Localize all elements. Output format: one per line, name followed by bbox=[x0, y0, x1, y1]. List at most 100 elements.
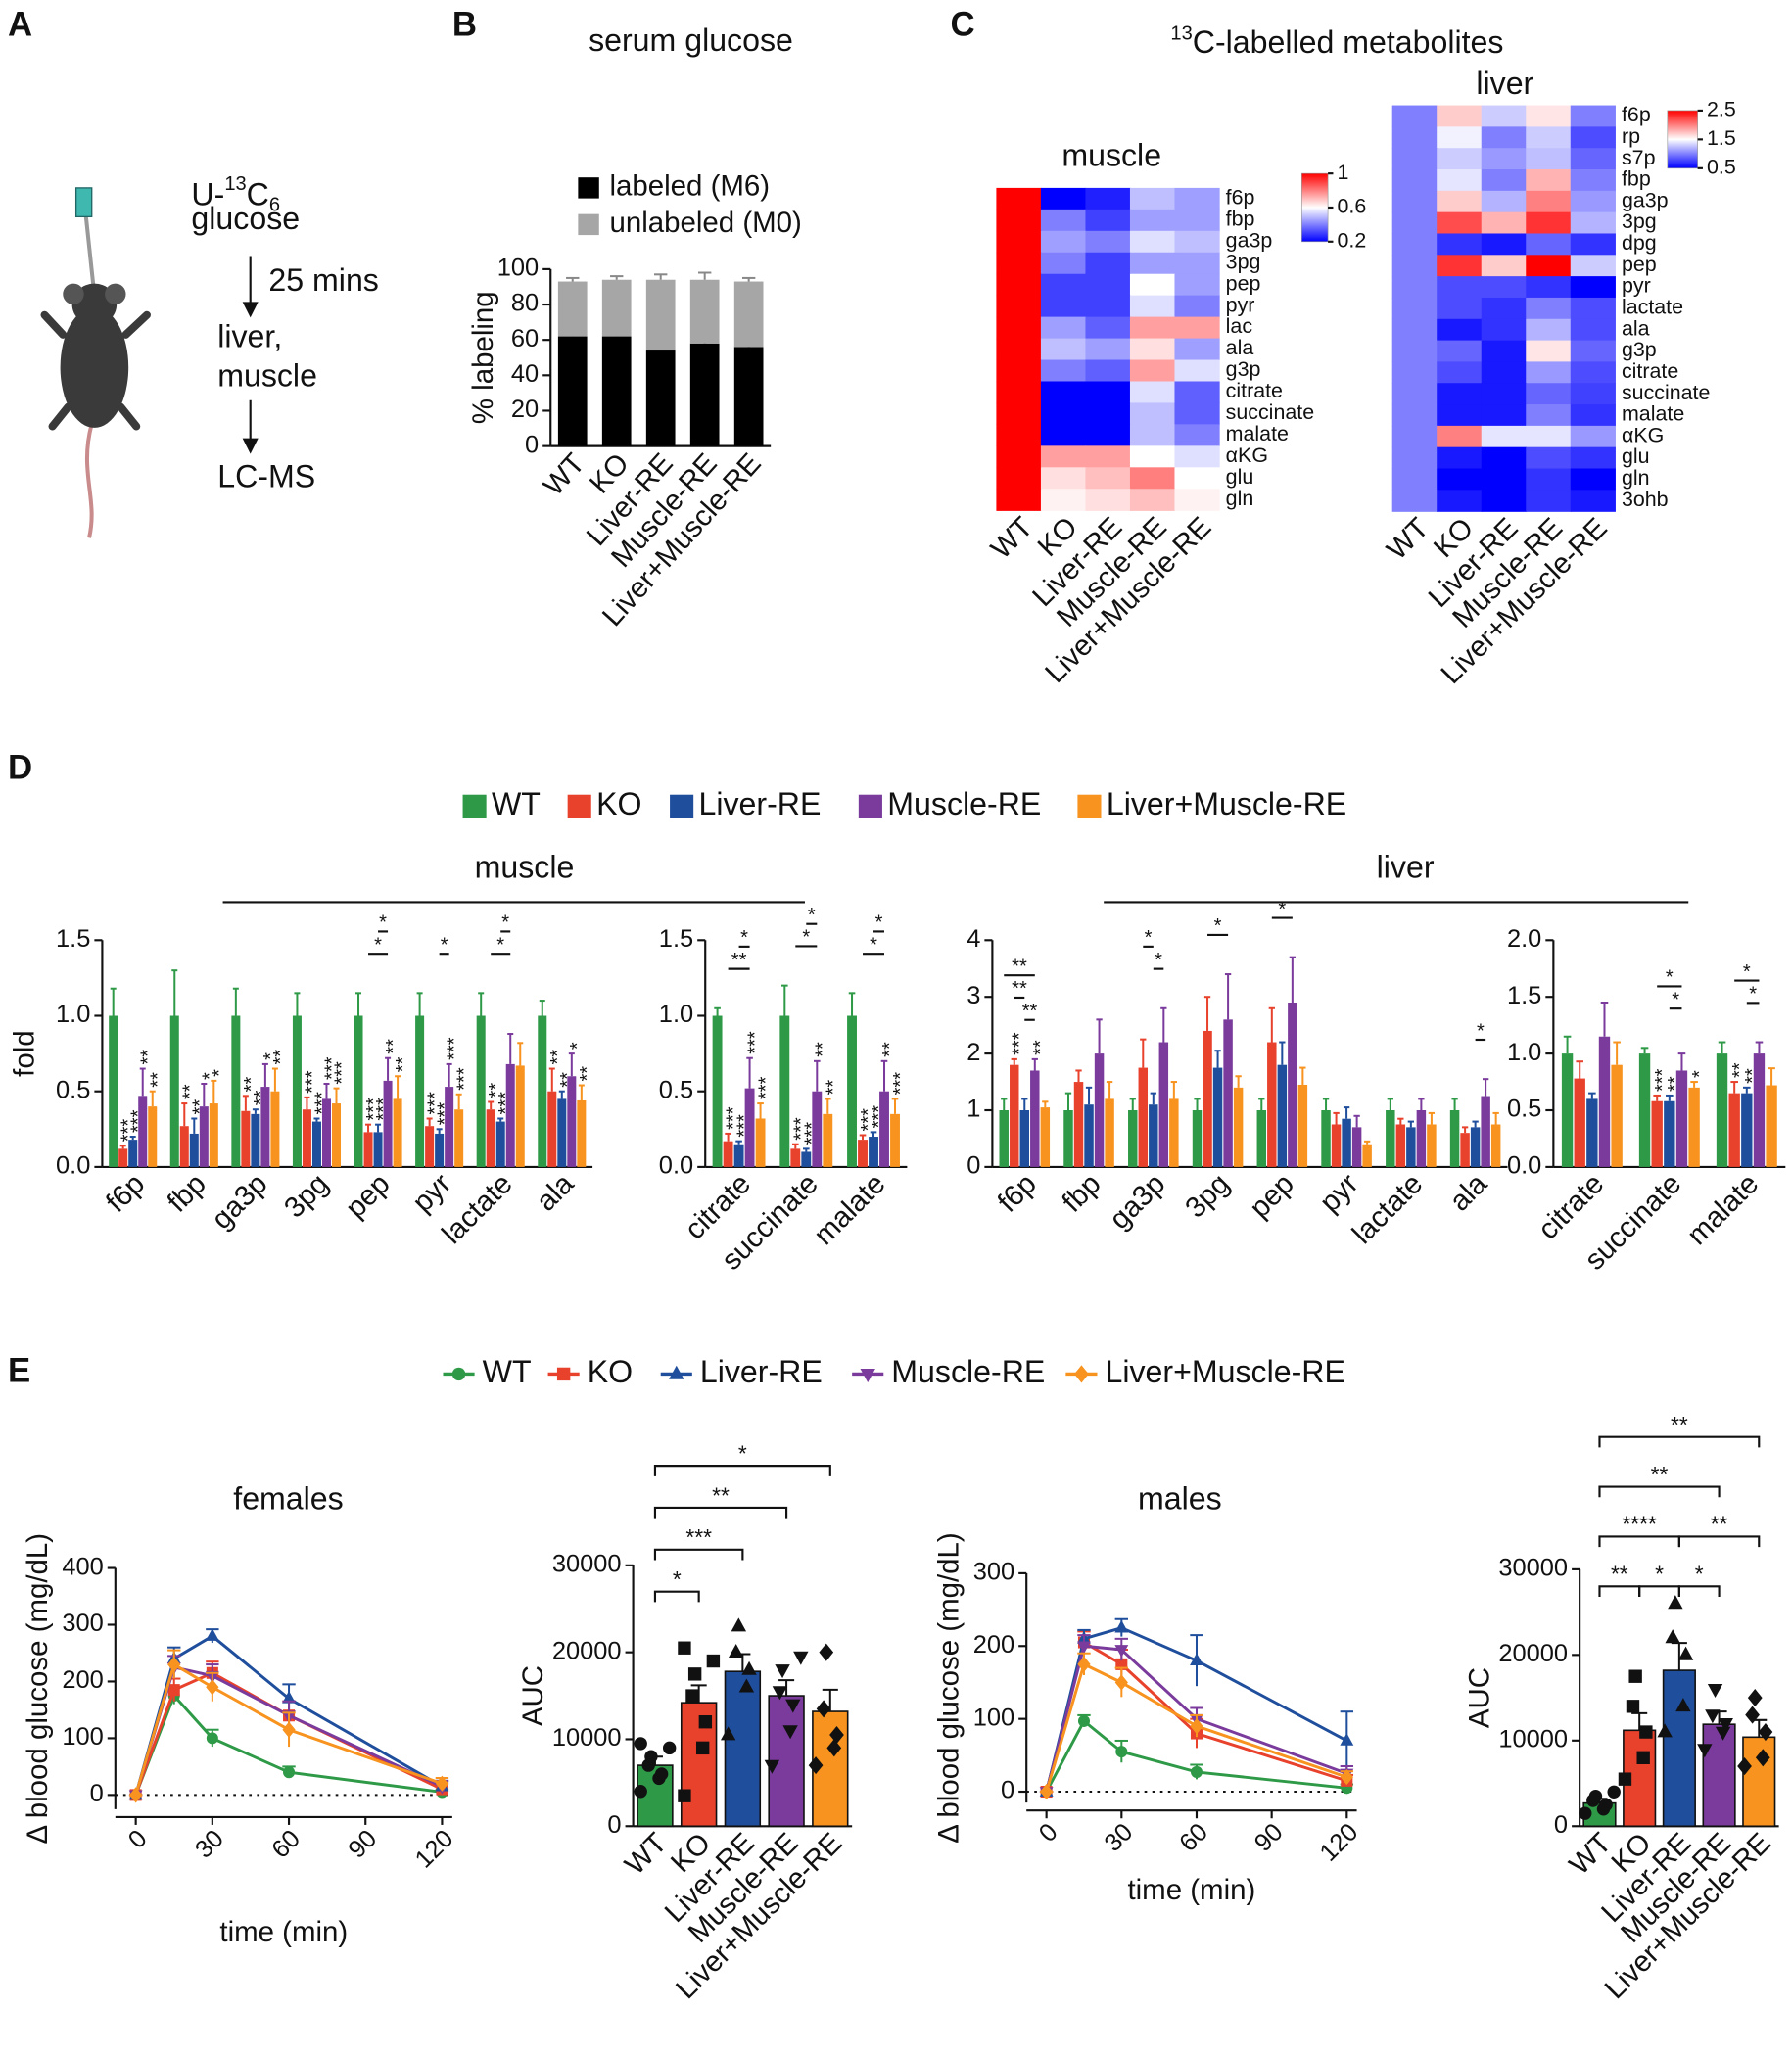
error-bar bbox=[232, 987, 239, 1016]
legend-label: WT bbox=[483, 1354, 532, 1389]
bar bbox=[1169, 1098, 1179, 1167]
tissue: muscle bbox=[217, 357, 317, 393]
error-bar bbox=[436, 1128, 443, 1134]
comparison-label: * bbox=[1278, 899, 1286, 920]
comparison-label: ** bbox=[1651, 1462, 1669, 1487]
significance: ** bbox=[879, 1042, 901, 1057]
bar bbox=[128, 1140, 138, 1167]
bar bbox=[557, 1098, 567, 1167]
panel-label: C bbox=[951, 5, 975, 43]
heatmap-cell bbox=[1481, 255, 1527, 277]
bar-segment bbox=[689, 279, 720, 344]
legend-swatch bbox=[578, 213, 599, 236]
heatmap-cell bbox=[1174, 489, 1220, 511]
y-tick-label: 10000 bbox=[1498, 1726, 1568, 1753]
error-bar bbox=[1768, 1067, 1775, 1086]
heatmap-cell bbox=[1570, 148, 1616, 170]
error-bar bbox=[1011, 1057, 1017, 1065]
error-bar bbox=[1203, 996, 1211, 1031]
heatmap-cell bbox=[1040, 489, 1087, 511]
x-tick-label: ga3p bbox=[1104, 1167, 1172, 1236]
heatmap-cell bbox=[1129, 381, 1176, 404]
bar bbox=[1331, 1124, 1342, 1167]
legend-label: WT bbox=[492, 786, 541, 821]
heatmap-cell bbox=[1174, 187, 1220, 210]
error-bar bbox=[119, 1145, 126, 1149]
row-label: citrate bbox=[1622, 359, 1678, 383]
bar bbox=[179, 1126, 189, 1167]
error-bar bbox=[792, 1143, 799, 1149]
heatmap-cell bbox=[1570, 361, 1616, 384]
error-bar bbox=[1666, 1094, 1674, 1101]
bar bbox=[1019, 1110, 1030, 1167]
heatmap-title: 13C-labelled metabolites bbox=[1170, 23, 1503, 61]
significance: *** bbox=[756, 1076, 778, 1099]
error-bar bbox=[1235, 1075, 1242, 1088]
heatmap-cell bbox=[1570, 126, 1616, 149]
heatmap-cell bbox=[1085, 230, 1131, 254]
legend-label: Muscle-RE bbox=[891, 1354, 1045, 1389]
y-tick-label: 0.0 bbox=[1507, 1152, 1541, 1180]
heatmap-cell bbox=[1040, 209, 1087, 232]
data-point bbox=[678, 1641, 691, 1655]
heatmap-cell bbox=[1437, 425, 1483, 448]
x-tick-label: 0 bbox=[123, 1825, 153, 1854]
point bbox=[283, 1766, 296, 1779]
error-bar bbox=[1472, 1120, 1479, 1128]
heatmap-cell bbox=[1174, 424, 1220, 447]
colorbar-tick-label: 0.6 bbox=[1337, 195, 1366, 218]
heatmap-cell bbox=[1481, 361, 1527, 384]
heatmap-cell bbox=[1526, 105, 1572, 128]
heatmap-cell bbox=[996, 359, 1042, 383]
heatmap-cell bbox=[996, 445, 1042, 468]
data-point bbox=[698, 1715, 713, 1729]
legend-swatch bbox=[670, 794, 694, 818]
comparison-label: * bbox=[802, 927, 810, 949]
error-bar bbox=[1461, 1126, 1469, 1134]
heatmap-label: muscle bbox=[1061, 138, 1161, 173]
tracer-prefix: U- bbox=[191, 177, 224, 212]
heatmap-cell bbox=[1526, 361, 1572, 384]
heatmap-cell bbox=[1174, 273, 1220, 297]
data-point bbox=[782, 1725, 798, 1740]
heatmap-cell bbox=[1174, 338, 1220, 361]
data-point bbox=[1639, 1725, 1653, 1739]
significance: *** bbox=[331, 1061, 353, 1085]
heatmap-cell bbox=[996, 295, 1042, 318]
heatmap-cell bbox=[1481, 211, 1527, 235]
heatmap-cell bbox=[1570, 446, 1616, 470]
heatmap-cell bbox=[1391, 276, 1438, 299]
panel-label: E bbox=[8, 1351, 30, 1389]
heatmap-cell bbox=[996, 489, 1042, 511]
comparison-label: * bbox=[374, 934, 382, 956]
heatmap-cell bbox=[1040, 359, 1087, 383]
heatmap-cell bbox=[1085, 295, 1131, 318]
heatmap-cell bbox=[1437, 105, 1483, 128]
row-label: g3p bbox=[1622, 338, 1657, 361]
heatmap-cell bbox=[1437, 490, 1483, 512]
error-bar bbox=[1075, 1069, 1082, 1083]
error-bar bbox=[725, 1132, 731, 1142]
point bbox=[1077, 1641, 1091, 1655]
row-label: f6p bbox=[1226, 186, 1255, 210]
row-label: s7p bbox=[1622, 146, 1656, 169]
significance: ** bbox=[148, 1072, 169, 1088]
data-point bbox=[1715, 1726, 1731, 1741]
data-point bbox=[816, 1700, 831, 1718]
data-point bbox=[1675, 1698, 1691, 1712]
point bbox=[1077, 1714, 1091, 1727]
bar bbox=[999, 1110, 1009, 1167]
error-bar bbox=[1600, 1001, 1609, 1037]
y-tick-label: 1.5 bbox=[659, 925, 693, 953]
bar bbox=[567, 1076, 577, 1167]
colorbar-tick-label: 2.5 bbox=[1707, 98, 1736, 121]
bar bbox=[1561, 1053, 1574, 1167]
comparison-bracket bbox=[653, 1548, 744, 1561]
y-axis-label: Δ blood glucose (mg/dL) bbox=[22, 1533, 54, 1845]
x-tick-label: pyr bbox=[406, 1167, 457, 1218]
point bbox=[1190, 1717, 1203, 1735]
heatmap-cell bbox=[1085, 252, 1131, 275]
error-bar bbox=[1588, 1092, 1596, 1099]
mouse-illustration bbox=[40, 187, 151, 538]
panel-label: B bbox=[452, 5, 477, 43]
